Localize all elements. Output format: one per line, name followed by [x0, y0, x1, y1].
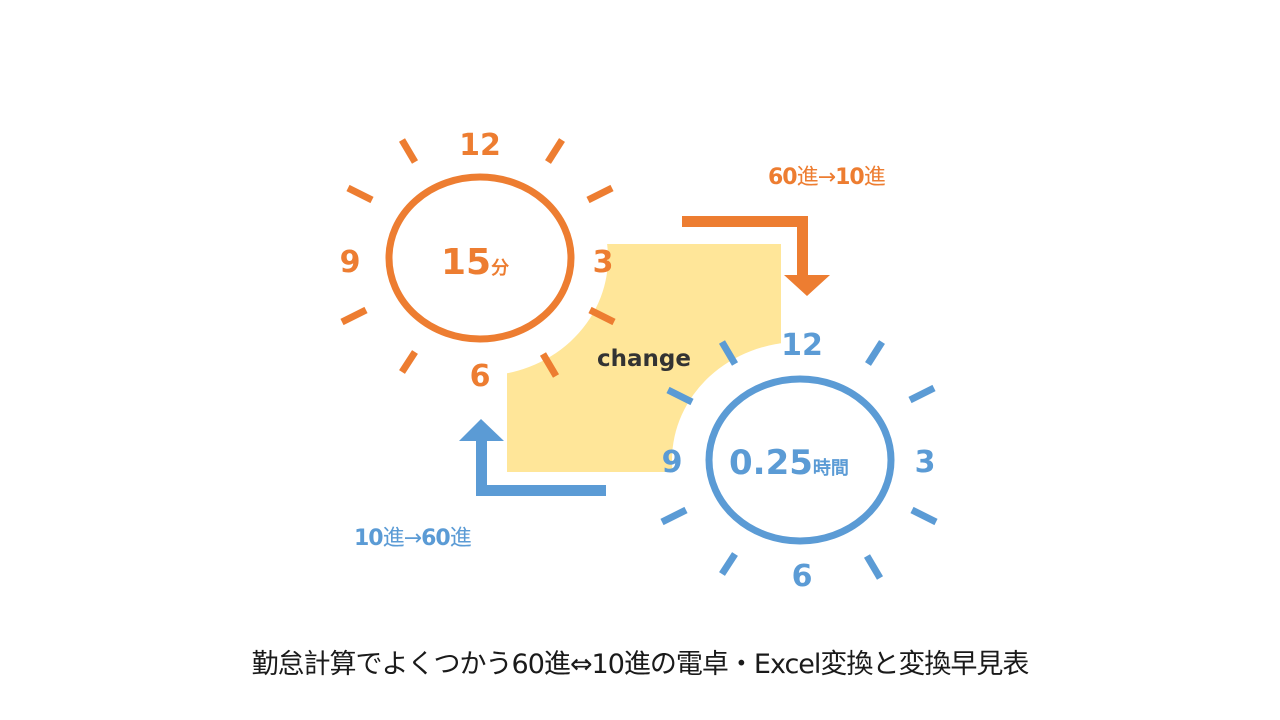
change-label: change: [597, 346, 691, 372]
arrow-ten-to-sixty: [459, 419, 606, 496]
tick-3: [346, 184, 374, 204]
tick-4: [908, 384, 936, 404]
page-caption: 勤怠計算でよくつかう60進⇔10進の電卓・Excel変換と変換早見表: [251, 649, 1030, 680]
tick-8: [539, 352, 560, 378]
label-sixty-to-ten: 60進→10進: [768, 165, 886, 190]
clock-ten-num-9: 9: [662, 445, 683, 480]
clock-ten-num-12: 12: [781, 328, 823, 363]
tick-6: [588, 306, 616, 326]
clock-ten: [660, 340, 938, 580]
tick-1: [718, 340, 739, 366]
label-ten-to-sixty: 10進→60進: [354, 526, 472, 551]
tick-1: [398, 138, 419, 164]
tick-7: [719, 552, 738, 576]
clock-sixty-ring: [385, 173, 575, 343]
clock-ten-ring: [705, 375, 895, 545]
tick-3: [666, 386, 694, 406]
tick-2: [545, 138, 565, 164]
tick-2: [865, 340, 885, 366]
tick-8: [863, 554, 884, 580]
clock-ten-num-3: 3: [915, 445, 936, 480]
arrow-sixty-to-ten: [682, 216, 830, 296]
tick-7: [399, 350, 418, 374]
clock-ten-num-6: 6: [792, 559, 813, 594]
clock-sixty-num-12: 12: [459, 128, 501, 163]
tick-6: [910, 506, 938, 526]
tick-5: [660, 506, 688, 526]
clock-sixty-num-9: 9: [340, 245, 361, 280]
clock-ten-value: 0.25時間: [729, 443, 849, 483]
tick-4: [586, 184, 614, 204]
clock-sixty: [340, 138, 616, 378]
clock-sixty-num-3: 3: [593, 245, 614, 280]
tick-5: [340, 306, 368, 326]
clock-sixty-num-6: 6: [470, 359, 491, 394]
clock-sixty-value: 15分: [441, 242, 509, 283]
